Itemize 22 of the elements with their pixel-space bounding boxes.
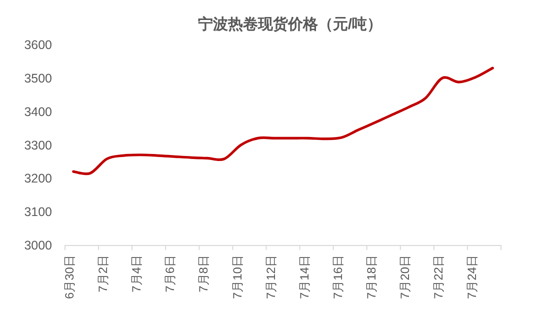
x-tick-label: 7月24日 <box>465 255 480 300</box>
x-tick-label: 7月8日 <box>196 255 211 292</box>
x-tick-label: 7月2日 <box>96 255 110 292</box>
x-tick-label: 7月18日 <box>364 255 378 300</box>
x-tick-label: 6月30日 <box>62 255 77 300</box>
x-tick-label: 7月12日 <box>264 255 278 300</box>
y-tick-label: 3000 <box>24 238 52 252</box>
y-tick-label: 3200 <box>24 172 52 186</box>
x-tick-label: 7月22日 <box>432 255 446 300</box>
x-tick-label: 7月10日 <box>230 255 244 300</box>
x-tick-label: 7月20日 <box>398 255 412 300</box>
x-tick-label: 7月14日 <box>297 255 312 300</box>
y-tick-label: 3100 <box>24 205 52 220</box>
chart-title: 宁波热卷现货价格（元/吨） <box>198 15 382 33</box>
line-series <box>72 66 494 176</box>
x-tick-label: 7月4日 <box>130 255 144 292</box>
y-tick-label: 3300 <box>24 138 52 152</box>
x-tick-label: 7月16日 <box>330 255 345 300</box>
x-tick-label: 7月6日 <box>163 255 178 292</box>
y-tick-label: 3600 <box>24 38 52 52</box>
y-tick-label: 3500 <box>24 72 52 86</box>
y-tick-label: 3400 <box>24 104 52 119</box>
